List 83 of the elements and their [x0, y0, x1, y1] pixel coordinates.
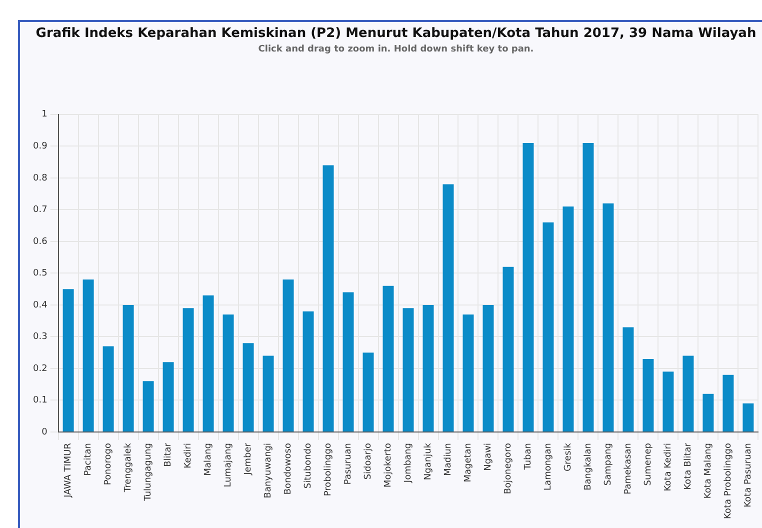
bar [222, 314, 234, 432]
bar [582, 142, 594, 432]
x-tick-label: Pamekasan [624, 443, 634, 494]
bar [642, 358, 654, 432]
bar [422, 304, 434, 432]
bar [362, 352, 374, 432]
bar [662, 372, 674, 432]
bar [702, 394, 714, 432]
x-tick-label: Kota Pasuruan [744, 443, 754, 508]
x-tick-label: Kota Malang [704, 443, 714, 499]
x-tick-label: Kota Kediri [664, 443, 674, 492]
bar [402, 308, 414, 432]
x-tick-label: JAWA TIMUR [64, 443, 74, 498]
x-tick-label: Magetan [464, 443, 474, 482]
bar [122, 304, 134, 432]
x-tick-label: Lamongan [544, 443, 554, 490]
bar [722, 374, 734, 432]
bar [562, 206, 574, 432]
bar [502, 266, 514, 432]
y-tick-label: 0.9 [32, 142, 48, 152]
bar [342, 292, 354, 432]
x-tick-label: Pasuruan [344, 443, 354, 485]
bar [602, 203, 614, 432]
bar [442, 184, 454, 432]
x-tick-label: Blitar [164, 442, 174, 467]
x-tick-label: Pacitan [84, 443, 94, 476]
bar [142, 381, 154, 432]
x-tick-label: Ngawi [484, 443, 494, 471]
bar [82, 280, 94, 432]
x-tick-label: Nganjuk [424, 442, 434, 480]
chart-title: Grafik Indeks Keparahan Kemiskinan (P2) Menurut Kabupaten/Kota Tahun 2017, 39 Nama Wilayah [36, 26, 756, 42]
x-tick-label: Bondowoso [284, 442, 294, 495]
x-tick-label: Sampang [604, 443, 614, 486]
bar [242, 343, 254, 432]
x-tick-label: Bangkalan [584, 443, 594, 490]
bar [182, 308, 194, 432]
bar [382, 286, 394, 432]
bar [682, 356, 694, 432]
y-tick-label: 0.6 [32, 236, 48, 247]
bar [462, 314, 474, 432]
x-tick-label: Gresik [564, 442, 574, 472]
bar [742, 403, 754, 432]
bar [202, 295, 214, 432]
x-tick-label: Mojokerto [384, 442, 394, 488]
bar [162, 362, 174, 432]
x-tick-label: Malang [204, 443, 214, 476]
x-tick-label: Lumajang [224, 443, 234, 488]
x-tick-label: Kota Blitar [684, 442, 694, 490]
y-tick-label: 0.4 [32, 300, 48, 310]
x-tick-label: Tulungagung [144, 443, 154, 502]
x-tick-label: Madiun [444, 443, 454, 476]
bar [302, 311, 314, 432]
bar [282, 280, 294, 432]
bar [102, 346, 114, 432]
chart-subtitle: Click and drag to zoom in. Hold down shift key to pan. [258, 44, 534, 54]
y-tick-label: 0.1 [32, 396, 48, 406]
x-tick-label: Situbondo [304, 442, 314, 489]
bar [322, 165, 334, 432]
x-tick-label: Jember [244, 442, 254, 476]
y-tick-label: 0.8 [32, 173, 48, 184]
x-tick-label: Kediri [184, 443, 194, 468]
y-tick-label: 0 [42, 427, 48, 438]
x-tick-label: Trenggalek [124, 442, 134, 494]
y-tick-label: 0.7 [32, 205, 48, 216]
bar [262, 356, 274, 432]
bar [62, 289, 74, 432]
bar [482, 304, 494, 432]
y-tick-label: 0.5 [32, 268, 48, 279]
bar [542, 222, 554, 432]
x-tick-label: Sumenep [644, 442, 654, 486]
x-tick-label: Sidoarjo [364, 442, 374, 480]
x-tick-label: Ponorogo [104, 442, 114, 486]
x-tick-label: Probolinggo [324, 442, 334, 496]
y-tick-label: 1 [42, 110, 48, 120]
y-tick-label: 0.2 [32, 364, 48, 374]
x-tick-label: Banyuwangi [264, 443, 274, 498]
x-tick-label: Bojonegoro [504, 442, 514, 494]
y-tick-label: 0.3 [32, 332, 48, 342]
x-tick-label: Jombang [404, 443, 414, 484]
bar [522, 142, 534, 432]
bar [622, 327, 634, 432]
x-tick-label: Tuban [524, 443, 534, 471]
x-tick-label: Kota Probolinggo [724, 442, 734, 519]
